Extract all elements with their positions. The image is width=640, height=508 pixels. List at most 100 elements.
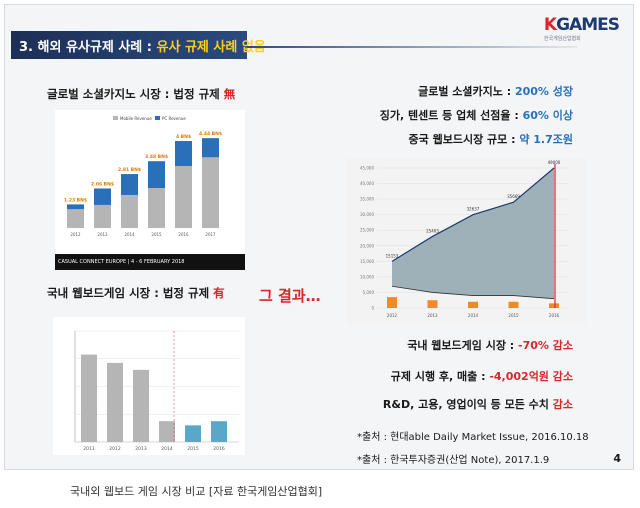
x-tick-label: 2015 [508, 313, 519, 318]
image-caption: 국내외 웹보드 게임 시장 비교 [자료 한국게임산업협회] [70, 485, 323, 498]
bar-pc [94, 188, 111, 205]
point-label: 49000 [548, 160, 561, 165]
slide-title-highlight: 유사 규제 사례 없음 [156, 40, 266, 55]
domestic-bar [549, 303, 559, 308]
stat-global-growth-value: 200% 성장 [514, 85, 573, 98]
page-number: 4 [613, 452, 621, 465]
domestic-series-line [391, 285, 555, 300]
stat-all-metrics: R&D, 고용, 영업이익 등 모든 수치 감소 [383, 396, 573, 412]
domestic-market-heading: 국내 웹보드게임 시장 : 법정 규제 有 [47, 285, 225, 301]
bar-mobile [202, 157, 219, 228]
y-tick-label: 40,000 [360, 181, 374, 186]
bar-pc [121, 174, 138, 195]
stat-market-share: 징가, 텐센트 등 업체 선점율 : 60% 이상 [380, 107, 573, 123]
legend-swatch [155, 116, 160, 120]
point-label: 25403 [426, 228, 439, 233]
bar-mobile [67, 209, 84, 228]
y-tick-label: 30,000 [360, 212, 374, 217]
x-tick-label: 2014 [468, 313, 479, 318]
stat-china-market: 중국 웹보드시장 규모 : 약 1.7조원 [409, 131, 573, 147]
y-tick-label: 10,000 [360, 274, 374, 279]
global-market-heading-text: 글로벌 소셜카지노 시장 : 법정 규제 [47, 87, 220, 101]
y-tick-label: 5,000 [363, 290, 375, 295]
x-tick-label: 2013 [97, 232, 108, 237]
x-tick-label: 2013 [427, 313, 438, 318]
stat-market-share-label: 징가, 텐센트 등 업체 선점율 : [379, 109, 523, 122]
bar [81, 354, 97, 442]
bar-total-label: 4 BN$ [176, 134, 191, 140]
bar [133, 369, 149, 442]
source-note-1: *출처 : 현대able Daily Market Issue, 2016.10… [357, 432, 589, 443]
stat-revenue-decline-value: -4,002억원 감소 [489, 370, 573, 383]
market-comparison-chart: 0 5,000 10,000 15,000 20,000 25,000 30,000 35,0… [347, 158, 587, 325]
bar-total-label: 1.23 BN$ [64, 197, 87, 203]
y-tick-label: 15,000 [360, 259, 374, 264]
stat-all-metrics-label: R&D, 고용, 영업이익 등 모든 수치 [382, 398, 553, 411]
legend-label: Mobile Revenue [120, 116, 152, 121]
bar [107, 362, 123, 442]
domestic-bar [427, 300, 438, 308]
x-tick-label: 2011 [83, 446, 95, 452]
x-tick-label: 2015 [187, 446, 199, 452]
x-tick-label: 2012 [387, 313, 398, 318]
title-rule [247, 46, 577, 48]
x-tick-label: 2014 [161, 446, 173, 452]
x-tick-label: 2016 [213, 446, 225, 452]
legend-label: PC Revenue [162, 116, 186, 121]
bar [159, 421, 175, 442]
domestic-webboard-chart: 2011 2012 2013 2014 2015 2016 [53, 317, 245, 455]
x-tick-label: 2012 [70, 232, 81, 237]
bar [211, 421, 227, 442]
bar-mobile [148, 188, 165, 228]
global-chart-svg: Mobile Revenue PC Revenue 1.23 BN$ 2012 2.06… [64, 116, 222, 237]
global-series-line [391, 167, 555, 262]
global-social-casino-chart: Mobile Revenue PC Revenue 1.23 BN$ 2012 2.06… [55, 110, 245, 270]
bar-mobile [175, 165, 192, 228]
domestic-chart-svg: 2011 2012 2013 2014 2015 2016 [74, 330, 239, 452]
stat-all-metrics-value: 감소 [552, 398, 573, 411]
stat-global-growth-label: 글로벌 소셜카지노 : [418, 85, 515, 98]
stat-revenue-decline: 규제 시행 후, 매출 : -4,002억원 감소 [391, 368, 573, 384]
bar-total-label: 3.48 BN$ [145, 154, 168, 160]
x-tick-label: 2016 [549, 313, 560, 318]
stat-global-growth: 글로벌 소셜카지노 : 200% 성장 [418, 83, 573, 99]
x-tick-label: 2014 [124, 232, 135, 237]
bar-mobile [94, 204, 111, 228]
kgames-logo: KGAMES 한국게임산업협회 [543, 15, 620, 42]
gap-area [392, 168, 554, 299]
y-tick-label: 20,000 [360, 243, 374, 248]
result-text: 그 결과… [259, 287, 321, 305]
slide-title: 3. 해외 유사규제 사례 : 유사 규제 사례 없음 [11, 31, 266, 59]
point-label: 35669 [507, 194, 520, 199]
x-tick-label: 2012 [109, 446, 121, 452]
bar-pc [67, 204, 84, 210]
bar-mobile [121, 194, 138, 228]
global-market-heading: 글로벌 소셜카지노 시장 : 법정 규제 無 [47, 86, 235, 102]
y-tick-label: 0 [371, 306, 374, 311]
logo-prefix: K [543, 15, 557, 35]
global-market-heading-mark: 無 [223, 87, 236, 101]
domestic-market-heading-text: 국내 웹보드게임 시장 : 법정 규제 [47, 286, 210, 300]
y-tick-label: 25,000 [360, 228, 374, 233]
bar-total-label: 2.81 BN$ [118, 167, 141, 173]
x-tick-label: 2015 [151, 232, 162, 237]
bar-pc [175, 141, 192, 166]
point-label: 15153 [386, 253, 399, 258]
bar-pc [202, 138, 219, 158]
stat-revenue-decline-label: 규제 시행 후, 매출 : [390, 370, 490, 383]
chart-footer: CASUAL CONNECT EUROPE | 4 - 6 FEBRUARY 2… [55, 254, 245, 270]
logo-name: GAMES [556, 15, 620, 35]
source-note-2: *출처 : 한국투자증권(산업 Note), 2017.1.9 [357, 455, 550, 466]
y-tick-label: 45,000 [360, 166, 374, 171]
bar [185, 425, 201, 442]
domestic-market-heading-mark: 有 [213, 286, 225, 300]
stat-market-share-value: 60% 이상 [522, 109, 573, 122]
legend-swatch [113, 116, 118, 120]
stat-china-market-value: 약 1.7조원 [519, 133, 573, 146]
point-label: 32637 [467, 207, 480, 212]
bar-total-label: 4.44 BN$ [199, 131, 222, 137]
logo-subtitle: 한국게임산업협회 [543, 36, 581, 42]
y-tick-label: 35,000 [360, 197, 374, 202]
slide-title-text: 3. 해외 유사규제 사례 : [19, 40, 152, 55]
stat-domestic-decline-label: 국내 웹보드게임 시장 : [407, 339, 519, 352]
